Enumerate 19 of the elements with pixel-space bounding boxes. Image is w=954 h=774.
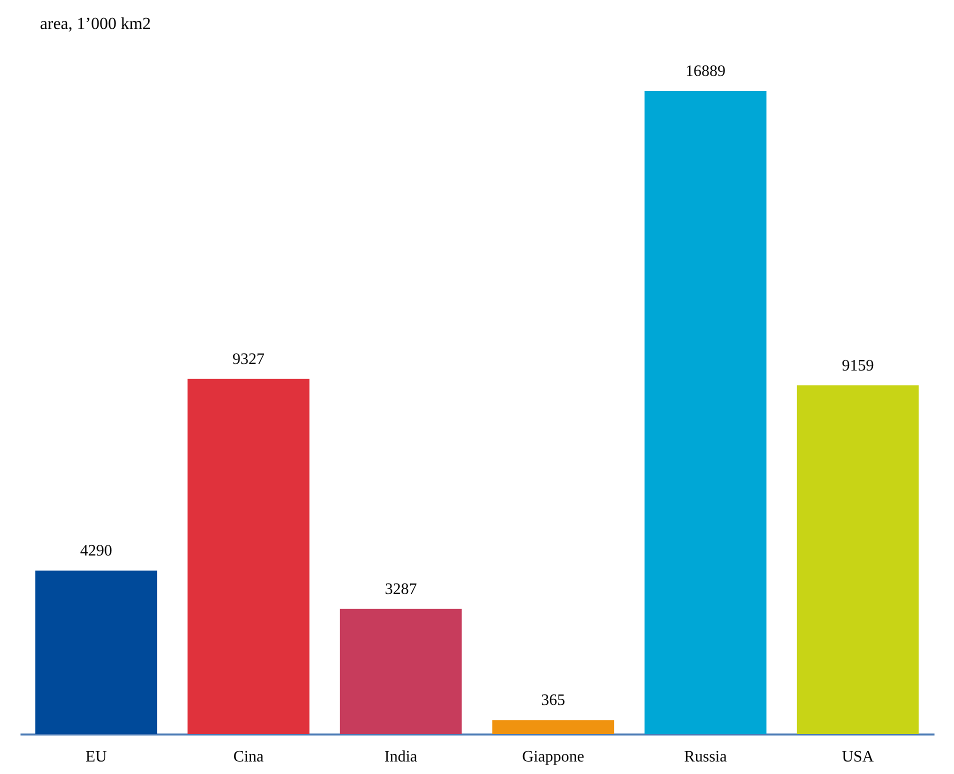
x-tick-label: Russia <box>684 748 727 766</box>
data-label: 365 <box>541 692 566 710</box>
x-tick-label: EU <box>86 748 108 766</box>
bar <box>35 570 158 734</box>
bar <box>188 378 310 734</box>
data-label: 3287 <box>384 580 417 598</box>
x-tick-label: India <box>384 748 418 766</box>
chart-title: area, 1’000 km2 <box>40 14 151 33</box>
x-tick-label: USA <box>842 748 874 766</box>
data-label: 9327 <box>232 350 264 368</box>
bar <box>340 608 462 734</box>
data-label: 9159 <box>842 357 874 374</box>
bar <box>796 385 919 734</box>
data-label: 4290 <box>80 542 112 560</box>
x-tick-label: Giappone <box>522 748 584 766</box>
data-label: 16889 <box>686 63 726 80</box>
x-tick-label: Cina <box>233 748 264 766</box>
bar <box>492 720 614 734</box>
bar <box>644 91 766 734</box>
